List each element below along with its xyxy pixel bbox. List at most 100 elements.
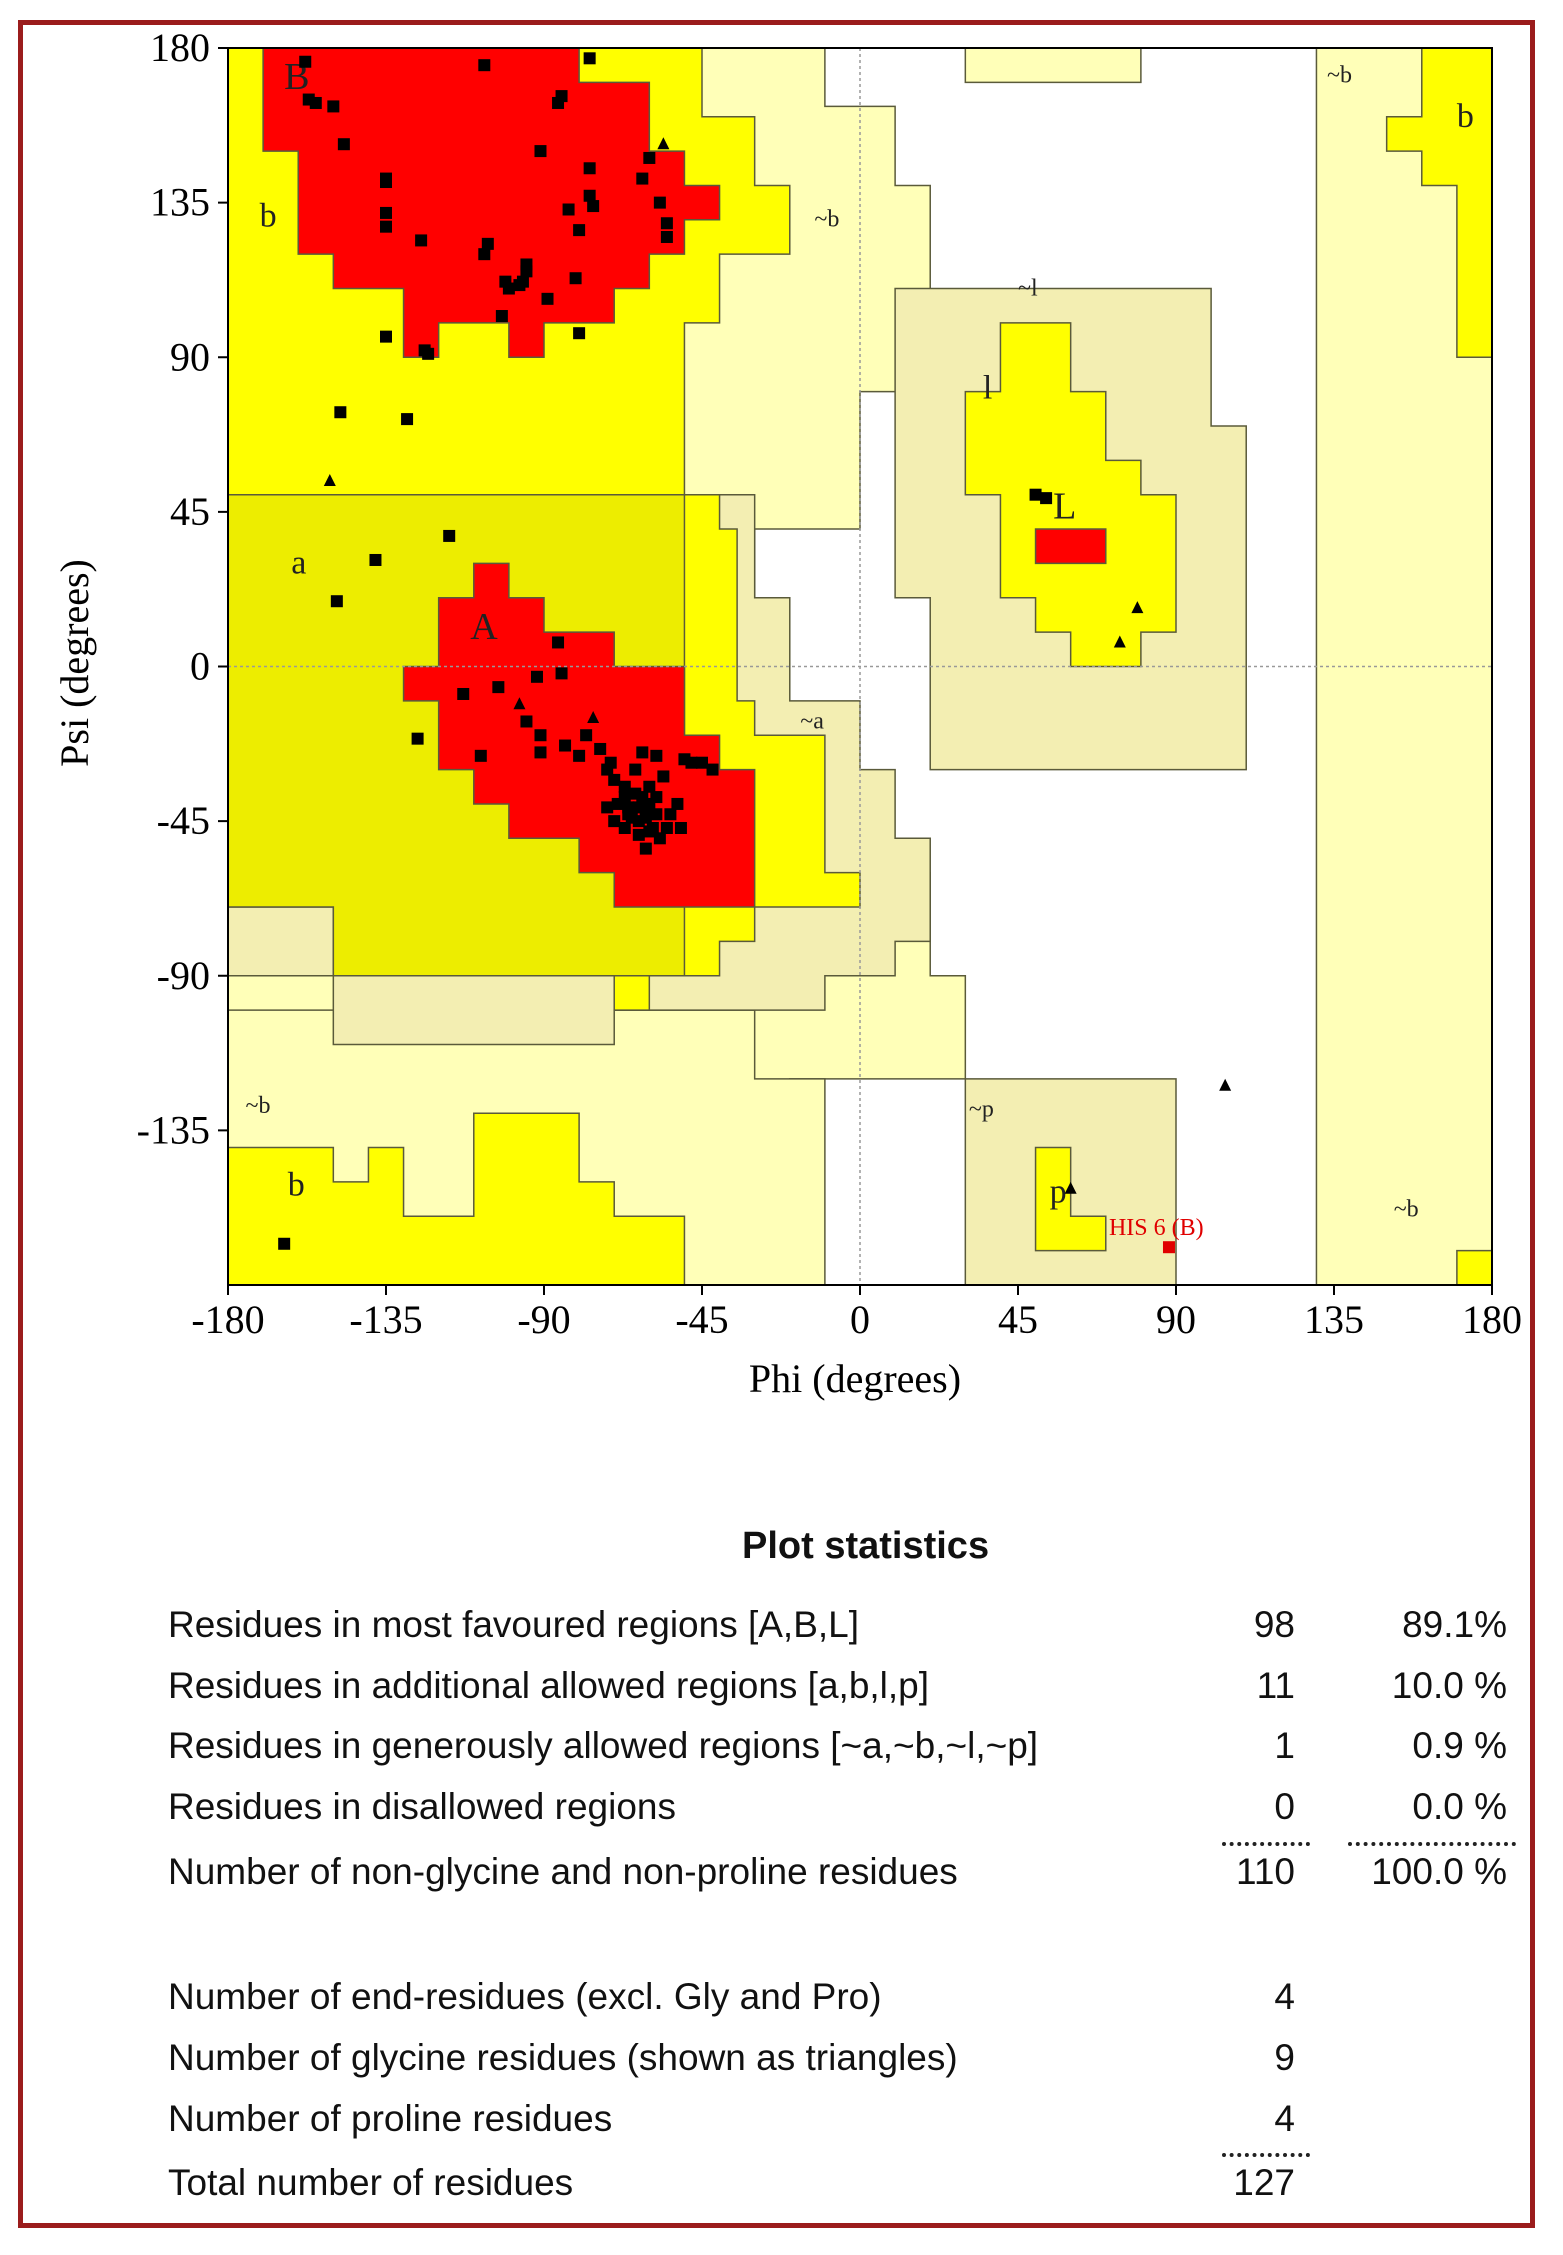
region-label: p [1050, 1174, 1067, 1211]
favoured-region-alpha [402, 562, 756, 908]
residue-square [327, 100, 340, 113]
residue-square [495, 310, 508, 323]
x-tick-label: 45 [998, 1297, 1038, 1342]
stat-row-percent: 10.0 % [1391, 1665, 1507, 1706]
residue-square [660, 821, 673, 834]
region-label: l [983, 369, 992, 406]
residue-square [422, 347, 435, 360]
residue-square [513, 279, 526, 292]
favoured-region-l [1034, 528, 1107, 565]
residue-square [492, 681, 505, 694]
residue-square [530, 670, 543, 683]
residue-square [380, 172, 392, 185]
sum-divider [1222, 1842, 1310, 1846]
stat-row-count: 4 [1274, 2098, 1295, 2139]
region-label: ~a [800, 708, 824, 734]
stat-row-label: Total number of residues [168, 2162, 574, 2203]
x-tick-label: -90 [517, 1297, 570, 1342]
x-tick-label: 135 [1304, 1297, 1364, 1342]
y-tick-label: -90 [157, 953, 210, 998]
residue-square [639, 842, 652, 855]
residue-square [583, 52, 596, 65]
x-tick-label: 90 [1156, 1297, 1196, 1342]
plot-axes: -180 -135 -90 -45 0 45 90 135 180 180 135 90 45 0 -45 -… [137, 25, 1522, 1342]
stat-row-count: 1 [1274, 1725, 1295, 1766]
residue-square [573, 327, 586, 340]
region-label: L [1053, 486, 1076, 528]
region-label: ~b [814, 207, 839, 233]
glycine-triangle [1064, 1181, 1077, 1194]
y-tick-label: 45 [170, 489, 210, 534]
residue-square [618, 791, 631, 804]
residue-square [643, 825, 656, 838]
stat-row-label: Number of glycine residues (shown as tri… [168, 2037, 958, 2078]
sum-divider [1222, 2153, 1310, 2157]
residue-square [608, 773, 621, 786]
residue-square [618, 780, 631, 793]
residue-square [580, 729, 593, 742]
stat-row-label: Residues in additional allowed regions [… [168, 1665, 930, 1706]
stat-row-count: 11 [1256, 1665, 1295, 1706]
stat-row-label: Number of end-residues (excl. Gly and Pr… [168, 1976, 882, 2017]
residue-square [629, 763, 642, 776]
residue-square [650, 749, 663, 762]
residue-square [569, 272, 582, 285]
x-tick-label: -45 [675, 1297, 728, 1342]
plot-gridlines [228, 48, 1492, 1285]
region-label: b [288, 1167, 305, 1204]
residue-square [369, 553, 382, 566]
region-label: a [291, 545, 306, 582]
stat-row-count: 98 [1253, 1604, 1295, 1645]
stat-row-label: Number of proline residues [168, 2098, 613, 2139]
residue-square [632, 801, 645, 814]
residue-points: HIS 6 (B) [278, 52, 1232, 1254]
glycine-triangle [1131, 601, 1144, 614]
residue-square [594, 742, 607, 755]
stat-row-label: Residues in disallowed regions [168, 1786, 677, 1827]
stat-row-percent: 89.1% [1402, 1604, 1507, 1645]
statistics-title: Plot statistics [742, 1525, 990, 1567]
residue-square [618, 821, 631, 834]
outlier-square [1162, 1241, 1175, 1254]
residue-square [278, 1237, 291, 1250]
region-label: A [470, 606, 498, 648]
stat-row-count: 0 [1274, 1786, 1295, 1827]
stat-row-label: Residues in most favoured regions [A,B,L… [168, 1604, 860, 1645]
residue-square [534, 746, 547, 759]
residue-square [380, 206, 392, 219]
glycine-triangle [657, 137, 670, 150]
residue-square [643, 780, 656, 793]
residue-square [415, 234, 428, 247]
residue-square [601, 801, 614, 814]
residue-square [664, 808, 677, 821]
residue-square [636, 172, 649, 185]
glycine-triangle [323, 473, 336, 486]
residue-square [534, 145, 547, 158]
allowed-region-p [1034, 1146, 1107, 1252]
residue-square [583, 189, 596, 202]
residue-square [309, 96, 322, 109]
residue-square [478, 59, 491, 72]
glycine-triangle [1219, 1078, 1232, 1091]
x-tick-label: 180 [1462, 1297, 1522, 1342]
residue-square [601, 763, 614, 776]
region-label: ~b [1327, 62, 1352, 88]
y-tick-label: -45 [157, 798, 210, 843]
residue-square [653, 196, 666, 209]
sum-divider [1348, 1842, 1516, 1846]
region-label: ~l [1018, 275, 1038, 301]
residue-square [671, 797, 684, 810]
y-tick-label: 90 [170, 334, 210, 379]
residue-square [643, 151, 656, 164]
stat-row-label: Residues in generously allowed regions [… [168, 1725, 1039, 1766]
region-label: b [260, 198, 277, 235]
y-tick-label: -135 [137, 1107, 210, 1152]
region-label: ~p [969, 1097, 994, 1123]
residue-square [587, 200, 600, 213]
x-axis-label: Phi (degrees) [749, 1356, 961, 1401]
residue-square [380, 330, 392, 343]
residue-square [520, 258, 533, 271]
